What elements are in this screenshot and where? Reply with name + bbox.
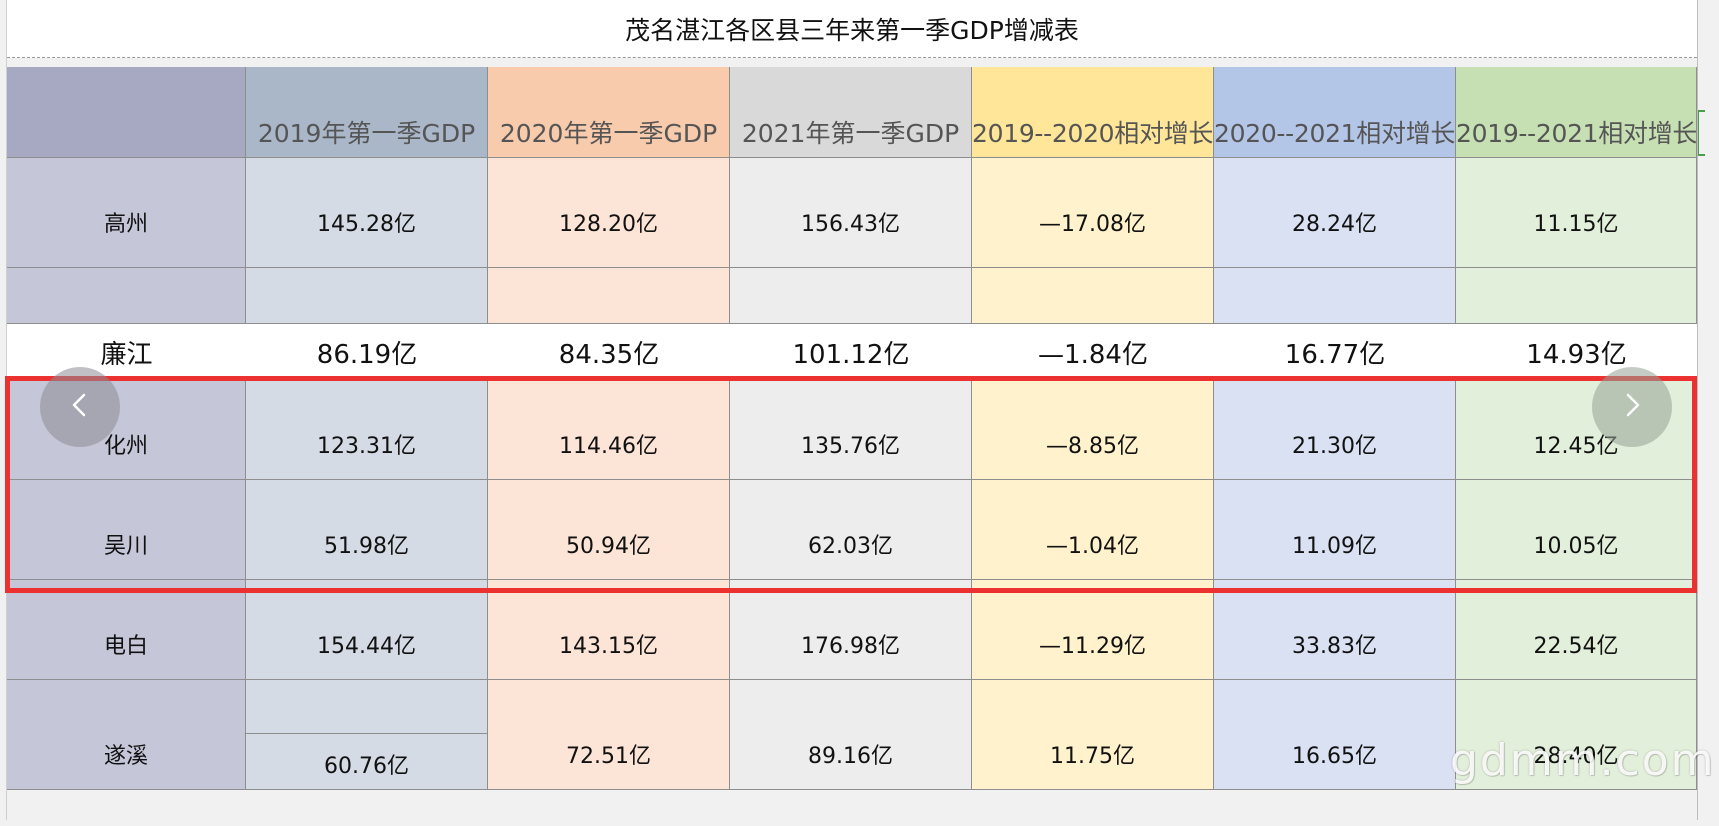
table-cell: 154.44亿	[246, 580, 488, 680]
table-cell: 89.16亿	[730, 680, 972, 790]
table-cell: 33.83亿	[1214, 580, 1456, 680]
table-cell: 156.43亿	[730, 158, 972, 268]
table-cell: 16.77亿	[1214, 324, 1456, 380]
table-cell-empty	[972, 268, 1214, 324]
split-cell-bottom	[246, 735, 487, 789]
table-cell: —11.29亿	[972, 580, 1214, 680]
table-cell-empty	[1214, 268, 1456, 324]
table-cell: —1.84亿	[972, 324, 1214, 380]
table-cell: 28.40亿	[1456, 680, 1697, 790]
site-watermark: gdmm.com	[1450, 735, 1716, 786]
table-cell: —1.04亿	[972, 480, 1214, 580]
table-row-spacer	[7, 268, 1697, 324]
header-cell-growth-2020-2021: 2020--2021相对增长	[1214, 67, 1456, 158]
header-cell-empty	[7, 67, 246, 158]
header-cell-2019: 2019年第一季GDP	[246, 67, 488, 158]
table-cell: 11.09亿	[1214, 480, 1456, 580]
table-cell: 16.65亿	[1214, 680, 1456, 790]
table-cell: 128.20亿	[488, 158, 730, 268]
table-cell: 123.31亿	[246, 380, 488, 480]
region-name: 电白	[7, 580, 246, 680]
table-cell-empty	[1456, 268, 1697, 324]
table-row: 廉江 86.19亿 84.35亿 101.12亿 —1.84亿 16.77亿 1…	[7, 324, 1697, 380]
table-header-row: 2019年第一季GDP 2020年第一季GDP 2021年第一季GDP 2019…	[7, 67, 1697, 158]
table-cell: 145.28亿	[246, 158, 488, 268]
table-row: 电白 154.44亿 143.15亿 176.98亿 —11.29亿 33.83…	[7, 580, 1697, 680]
table-cell: 62.03亿	[730, 480, 972, 580]
table-cell: 143.15亿	[488, 580, 730, 680]
region-name: 高州	[7, 158, 246, 268]
table-cell: 72.51亿	[488, 680, 730, 790]
table-cell: 84.35亿	[488, 324, 730, 380]
table-title: 茂名湛江各区县三年来第一季GDP增减表	[7, 0, 1697, 58]
region-name: 吴川	[7, 480, 246, 580]
table-cell: 11.75亿	[972, 680, 1214, 790]
header-cell-2020: 2020年第一季GDP	[488, 67, 730, 158]
table-cell: 21.30亿	[1214, 380, 1456, 480]
region-name: 遂溪	[7, 680, 246, 790]
table-cell: 176.98亿	[730, 580, 972, 680]
table-row: 高州 145.28亿 128.20亿 156.43亿 —17.08亿 28.24…	[7, 158, 1697, 268]
next-slide-button[interactable]	[1592, 367, 1672, 447]
table-row: 化州 123.31亿 114.46亿 135.76亿 —8.85亿 21.30亿…	[7, 380, 1697, 480]
table-cell-empty	[246, 268, 488, 324]
previous-slide-button[interactable]	[40, 367, 120, 447]
gdp-table: 2019年第一季GDP 2020年第一季GDP 2021年第一季GDP 2019…	[7, 67, 1697, 790]
table-cell: 135.76亿	[730, 380, 972, 480]
table-cell: 114.46亿	[488, 380, 730, 480]
table-cell: 50.94亿	[488, 480, 730, 580]
table-cell-empty	[730, 268, 972, 324]
table-cell-empty	[488, 268, 730, 324]
table-row: 遂溪 60.76亿 72.51亿 89.16亿 11.75亿 16.65亿 28…	[7, 680, 1697, 790]
header-cell-growth-2019-2020: 2019--2020相对增长	[972, 67, 1214, 158]
table-cell: 86.19亿	[246, 324, 488, 380]
table-cell-empty	[7, 268, 246, 324]
table-row: 吴川 51.98亿 50.94亿 62.03亿 —1.04亿 11.09亿 10…	[7, 480, 1697, 580]
table-cell: 14.93亿	[1456, 324, 1697, 380]
table-cell: —17.08亿	[972, 158, 1214, 268]
chevron-left-icon	[65, 390, 95, 424]
chevron-right-icon	[1617, 390, 1647, 424]
split-cell-top	[246, 680, 487, 734]
table-cell: 60.76亿	[324, 753, 409, 779]
table-cell: 51.98亿	[246, 480, 488, 580]
table-cell: 22.54亿	[1456, 580, 1697, 680]
selection-handle[interactable]	[1697, 110, 1705, 156]
header-cell-2021: 2021年第一季GDP	[730, 67, 972, 158]
table-cell: 11.15亿	[1456, 158, 1697, 268]
frame-right-edge	[1697, 0, 1698, 820]
table-cell: 28.24亿	[1214, 158, 1456, 268]
table-cell: 10.05亿	[1456, 480, 1697, 580]
table-cell-split: 60.76亿	[246, 680, 488, 790]
table-cell: 101.12亿	[730, 324, 972, 380]
header-cell-growth-2019-2021: 2019--2021相对增长	[1456, 67, 1697, 158]
region-name: 廉江	[7, 324, 246, 380]
table-cell: —8.85亿	[972, 380, 1214, 480]
